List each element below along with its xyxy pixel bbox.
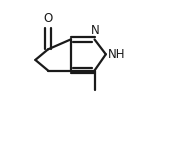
- Text: O: O: [43, 12, 53, 25]
- Text: NH: NH: [108, 48, 125, 61]
- Text: N: N: [91, 24, 100, 37]
